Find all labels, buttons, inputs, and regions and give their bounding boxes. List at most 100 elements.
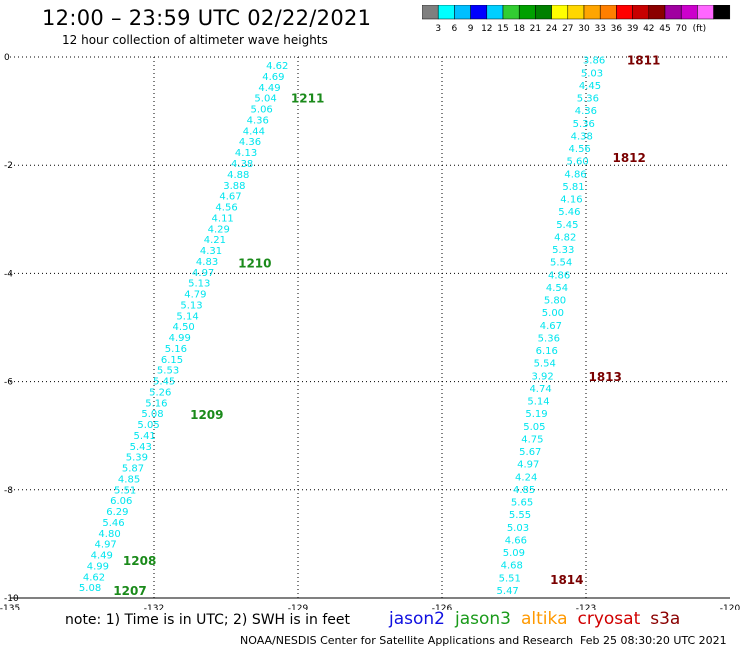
wave-height-label: 4.21 <box>204 235 226 246</box>
wave-height-label: 4.86 <box>564 169 586 180</box>
x-tick-label: -135 <box>0 604 20 610</box>
wave-height-label: 5.03 <box>507 523 529 534</box>
wave-height-label: 4.50 <box>173 322 195 333</box>
wave-height-label: 4.99 <box>169 333 191 344</box>
colorbar-tick-label: 9 <box>468 24 474 34</box>
x-tick-label: -129 <box>288 604 309 610</box>
chart-subtitle: 12 hour collection of altimeter wave hei… <box>62 33 328 47</box>
pass-time-label: 1811 <box>627 54 660 68</box>
pass-time-label: 1814 <box>550 573 583 587</box>
wave-height-label: 5.51 <box>499 573 521 584</box>
colorbar-tick-label: 42 <box>643 24 654 34</box>
wave-height-label: 4.85 <box>513 485 535 496</box>
wave-height-label: 5.19 <box>525 409 547 420</box>
wave-height-label: 4.79 <box>184 290 206 301</box>
pass-time-label: 1813 <box>588 370 621 384</box>
wave-height-label: 6.16 <box>536 346 558 357</box>
wave-height-label: 4.49 <box>258 83 280 94</box>
wave-height-label: 4.13 <box>235 148 257 159</box>
wave-height-label: 4.56 <box>569 144 591 155</box>
wave-height-label: 4.24 <box>515 472 537 483</box>
wave-height-label: 5.05 <box>137 420 159 431</box>
pass-time-label: 1211 <box>291 92 324 106</box>
colorbar-tick-label: 3 <box>435 24 441 34</box>
wave-height-label: 5.05 <box>523 422 545 433</box>
wave-height-label: 5.08 <box>79 583 101 594</box>
wave-height-label: 5.54 <box>534 359 556 370</box>
wave-height-label: 4.97 <box>95 540 117 551</box>
wave-height-label: 6.15 <box>161 355 183 366</box>
wave-height-label: 5.55 <box>509 510 531 521</box>
wave-height-label: 4.99 <box>87 561 109 572</box>
legend-item-cryosat: cryosat <box>577 609 641 629</box>
legend-item-altika: altika <box>521 609 568 629</box>
wave-height-label: 5.36 <box>538 333 560 344</box>
wave-height-label: 5.14 <box>176 311 198 322</box>
x-tick-label: -132 <box>144 604 164 610</box>
pass-time-label: 1207 <box>113 584 146 598</box>
wave-height-label: 5.65 <box>511 498 533 509</box>
colorbar-tick-label: 33 <box>594 24 605 34</box>
wave-height-label: 4.86 <box>548 270 570 281</box>
color-scale-bar: 3 6 9 12 15 18 21 24 27 30 33 36 39 42 45 70 (ft) <box>422 5 731 34</box>
wave-height-label: 4.97 <box>192 268 214 279</box>
wave-height-label: 4.36 <box>247 115 269 126</box>
colorbar-tick-label: 15 <box>497 24 508 34</box>
y-tick-label: -4 <box>4 269 13 279</box>
wave-height-label: 5.47 <box>497 586 519 597</box>
wave-height-label: 6.29 <box>106 507 128 518</box>
wave-height-label: 5.03 <box>581 68 603 79</box>
wave-height-label: 5.13 <box>180 300 202 311</box>
wave-height-label: 5.00 <box>542 308 564 319</box>
wave-height-label: 5.33 <box>552 245 574 256</box>
x-tick-label: -120 <box>720 604 740 610</box>
wave-height-label: 4.67 <box>540 321 562 332</box>
wave-height-label: 4.85 <box>118 474 140 485</box>
wave-height-label: 5.67 <box>519 447 541 458</box>
wave-height-label: 3.92 <box>532 371 554 382</box>
colorbar-tick-label: 12 <box>481 24 492 34</box>
wave-height-label: 4.16 <box>560 195 582 206</box>
wave-height-label: 5.41 <box>134 431 156 442</box>
pass-time-label: 1210 <box>238 257 271 271</box>
wave-height-label: 5.04 <box>254 94 276 105</box>
wave-height-label: 5.26 <box>149 387 171 398</box>
wave-height-label: 5.08 <box>141 409 163 420</box>
credit-line: NOAA/NESDIS Center for Satellite Applica… <box>240 634 574 647</box>
wave-height-label: 4.44 <box>243 126 265 137</box>
wave-height-label: 4.88 <box>227 170 249 181</box>
wave-height-label: 5.54 <box>550 258 572 269</box>
wave-height-label: 5.43 <box>130 442 152 453</box>
wave-height-label: 3.86 <box>583 56 605 67</box>
wave-height-label: 5.16 <box>165 344 187 355</box>
legend-item-jason3: jason3 <box>455 609 511 629</box>
generation-timestamp: Feb 25 08:30:20 UTC 2021 <box>580 634 727 647</box>
plot-area: -135 -132 -129 -126 -123 -120 0 -2 -4 -6 -8 -10 4.62… <box>0 53 740 610</box>
wave-height-label: 5.46 <box>558 207 580 218</box>
wave-height-label: 4.38 <box>571 131 593 142</box>
wave-height-label: 4.62 <box>83 572 105 583</box>
footer-note: note: 1) Time is in UTC; 2) SWH is in fe… <box>65 612 351 628</box>
wave-height-label: 3.88 <box>223 181 245 192</box>
wave-height-label: 5.45 <box>153 377 175 388</box>
wave-height-label: 6.06 <box>110 496 132 507</box>
colorbar-tick-label: 70 <box>675 24 687 34</box>
legend-item-s3a: s3a <box>650 609 681 629</box>
colorbar-tick-label: 24 <box>546 24 558 34</box>
wave-height-label: 4.83 <box>196 257 218 268</box>
colorbar-tick-label: 18 <box>513 24 525 34</box>
wave-height-label: 4.31 <box>200 246 222 257</box>
y-tick-label: 0 <box>4 53 10 63</box>
wave-height-label: 4.56 <box>215 203 237 214</box>
wave-height-label: 5.51 <box>114 485 136 496</box>
y-tick-label: -8 <box>4 486 13 496</box>
wave-height-label: 4.54 <box>546 283 568 294</box>
colorbar-tick-label: 30 <box>578 24 590 34</box>
wave-height-label: 4.68 <box>501 561 523 572</box>
wave-height-label: 4.49 <box>91 551 113 562</box>
wave-height-label: 4.11 <box>212 213 234 224</box>
wave-height-label: 5.60 <box>566 157 588 168</box>
wave-height-label: 5.53 <box>157 366 179 377</box>
wave-height-label: 4.69 <box>262 72 284 83</box>
colorbar-tick-label: 21 <box>530 24 541 34</box>
